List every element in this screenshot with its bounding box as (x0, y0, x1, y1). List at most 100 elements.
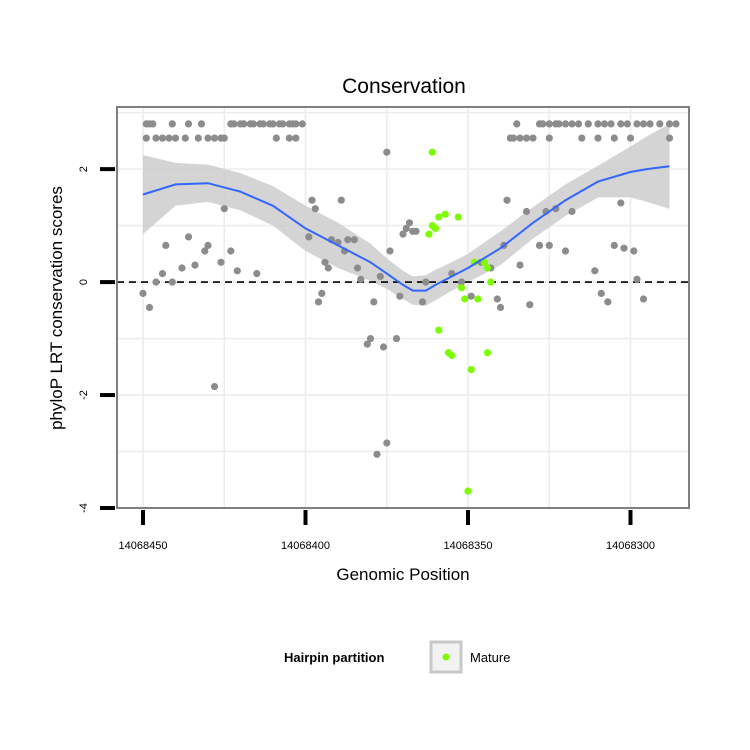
data-point-other (496, 303, 505, 312)
data-point-other (509, 134, 518, 142)
data-point-other (617, 199, 625, 207)
data-point-other (561, 247, 570, 255)
data-point-other (249, 120, 258, 128)
y-tick-label: 2 (78, 166, 90, 172)
data-point-other (139, 289, 147, 297)
data-point-other (269, 120, 277, 128)
data-point-mature (441, 210, 449, 218)
data-point-other (210, 134, 219, 142)
data-point-other (555, 120, 563, 128)
data-point-other (171, 134, 180, 142)
data-point-other (457, 278, 466, 286)
panel-border (116, 106, 690, 509)
y-tick-label: -4 (78, 503, 90, 513)
data-point-other (568, 120, 576, 128)
x-tick-label: 14068300 (606, 540, 655, 552)
data-point-other (574, 120, 583, 128)
data-point-other (253, 270, 261, 278)
legend-label-mature: Mature (470, 650, 510, 665)
data-point-other (626, 134, 635, 142)
data-point-mature (448, 351, 456, 360)
data-point-other (350, 236, 358, 244)
legend-title: Hairpin partition (284, 650, 384, 665)
data-point-other (594, 134, 602, 142)
data-point-other (633, 120, 641, 128)
data-point-mature (483, 349, 492, 357)
data-point-mature (431, 224, 440, 232)
data-point-mature (435, 326, 443, 334)
data-point-mature (480, 258, 488, 266)
data-point-other (204, 134, 212, 142)
data-point-other (522, 134, 531, 142)
data-point-other (604, 298, 612, 306)
data-point-mature (474, 295, 482, 303)
data-point-other (610, 134, 618, 142)
data-point-other (165, 134, 173, 142)
data-point-mature (461, 295, 469, 303)
y-tick-label: -2 (78, 390, 90, 400)
data-point-other (526, 301, 534, 309)
data-point-other (314, 298, 323, 306)
data-point-other (201, 247, 209, 255)
data-point-other (513, 120, 521, 128)
data-point-mature (464, 487, 472, 495)
data-point-other (545, 134, 553, 142)
confidence-band-layer (143, 123, 670, 306)
data-point-other (639, 120, 648, 128)
data-point-other (402, 224, 410, 232)
data-point-other (561, 120, 570, 128)
data-point-other (321, 258, 329, 266)
data-point-mature (454, 213, 462, 221)
data-point-other (379, 343, 388, 351)
data-point-other (396, 292, 404, 300)
data-point-other (405, 219, 414, 227)
confidence-band (143, 123, 670, 306)
data-point-other (272, 134, 280, 142)
data-point-other (337, 196, 345, 204)
data-point-other (292, 120, 300, 128)
data-point-other (607, 120, 615, 128)
data-point-other (633, 275, 641, 283)
data-point-other (308, 196, 316, 204)
data-point-other (149, 120, 157, 128)
legend-key-mature (442, 653, 450, 661)
data-point-other (220, 205, 228, 213)
data-point-other (665, 120, 674, 128)
data-point-other (623, 120, 631, 128)
data-point-other (493, 295, 501, 303)
x-tick-label: 14068350 (444, 540, 493, 552)
data-point-other (665, 134, 674, 142)
y-axis-title: phyloP LRT conservation scores (47, 186, 66, 430)
data-point-other (600, 120, 609, 128)
data-point-other (197, 120, 206, 128)
data-point-other (639, 295, 648, 303)
data-point-other (568, 207, 576, 216)
data-point-other (578, 134, 586, 142)
data-point-other (162, 241, 170, 249)
data-point-other (591, 267, 599, 275)
data-point-other (630, 247, 638, 255)
data-point-other (422, 278, 430, 286)
data-point-mature (428, 148, 436, 156)
data-point-other (383, 439, 391, 447)
data-point-other (646, 120, 654, 128)
data-point-other (366, 335, 375, 343)
data-point-other (386, 247, 394, 255)
data-point-other (353, 264, 362, 272)
data-point-other (545, 241, 553, 249)
data-point-other (259, 120, 267, 128)
legend: Hairpin partition Mature (284, 640, 510, 674)
data-point-other (376, 272, 384, 280)
data-point-other (503, 196, 511, 204)
data-point-other (383, 148, 391, 156)
data-point-other (142, 134, 150, 142)
data-point-other (373, 450, 381, 458)
data-point-other (240, 120, 248, 128)
data-point-other (184, 233, 193, 241)
data-point-other (220, 134, 228, 142)
data-point-other (158, 134, 167, 142)
y-tick-label: 0 (78, 279, 90, 285)
points-layer (139, 120, 680, 495)
data-point-other (324, 264, 332, 272)
chart-title: Conservation (342, 75, 466, 98)
